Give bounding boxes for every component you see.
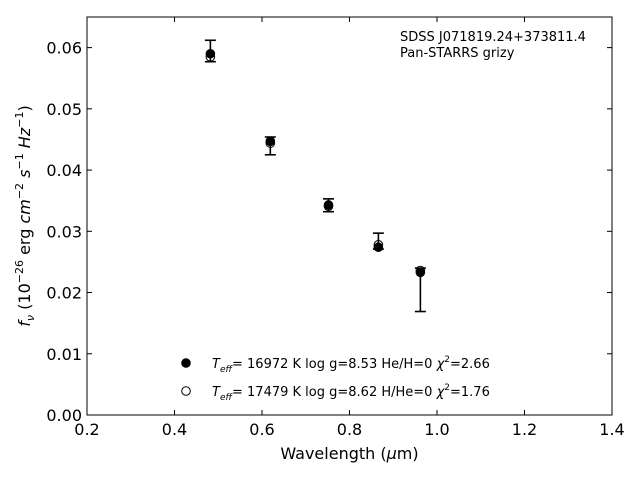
y-tick-label: 0.04 — [46, 161, 82, 180]
y-tick-label: 0.00 — [46, 406, 82, 425]
legend-marker-filled — [181, 358, 191, 368]
y-tick-label: 0.01 — [46, 345, 82, 364]
x-tick-label: 1.2 — [512, 420, 537, 439]
y-tick-label: 0.03 — [46, 222, 82, 241]
x-tick-label: 0.4 — [162, 420, 187, 439]
legend-marker-open — [181, 386, 191, 396]
x-tick-label: 0.6 — [249, 420, 274, 439]
object-name-annotation: SDSS J071819.24+373811.4 — [400, 30, 586, 45]
y-tick-label: 0.06 — [46, 39, 82, 58]
y-axis-label: fν (10−26 erg cm−2 s−1 Hz−1) — [13, 105, 37, 326]
svg-text:fν (10−26 erg cm−2 s−1 Hz−1): fν (10−26 erg cm−2 s−1 Hz−1) — [13, 105, 37, 326]
legend-entry-2: Teff= 17479 K log g=8.62 H/He=0 χ2=1.76 — [212, 383, 490, 403]
y-axis: 0.00 0.01 0.02 0.03 0.04 0.05 0.06 — [46, 39, 612, 425]
legend: Teff= 16972 K log g=8.53 He/H=0 χ2=2.66 … — [181, 355, 490, 403]
filled-model-point — [205, 48, 216, 59]
plot-frame — [86, 16, 613, 416]
x-tick-label: 0.8 — [337, 420, 362, 439]
open-model-point — [415, 265, 426, 276]
filled-model-point — [265, 136, 276, 147]
filled-model-point — [415, 267, 426, 278]
x-tick-label: 1.0 — [424, 420, 449, 439]
plot-area — [204, 39, 426, 313]
x-tick-label: 1.4 — [599, 420, 624, 439]
open-model-point — [265, 138, 276, 148]
x-tick-label: 0.2 — [74, 420, 99, 439]
open-model-point — [373, 239, 384, 250]
y-tick-label: 0.05 — [46, 100, 82, 119]
y-tick-label: 0.02 — [46, 284, 82, 303]
open-model-point — [323, 201, 334, 212]
open-model-point — [205, 52, 216, 62]
x-axis: 0.2 0.4 0.6 0.8 1.0 1.2 1.4 — [74, 17, 625, 439]
x-axis-label: Wavelength (μm) — [280, 444, 418, 463]
legend-entry-1: Teff= 16972 K log g=8.53 He/H=0 χ2=2.66 — [212, 355, 490, 375]
filled-model-point — [373, 242, 384, 253]
survey-annotation: Pan-STARRS grizy — [400, 46, 515, 61]
